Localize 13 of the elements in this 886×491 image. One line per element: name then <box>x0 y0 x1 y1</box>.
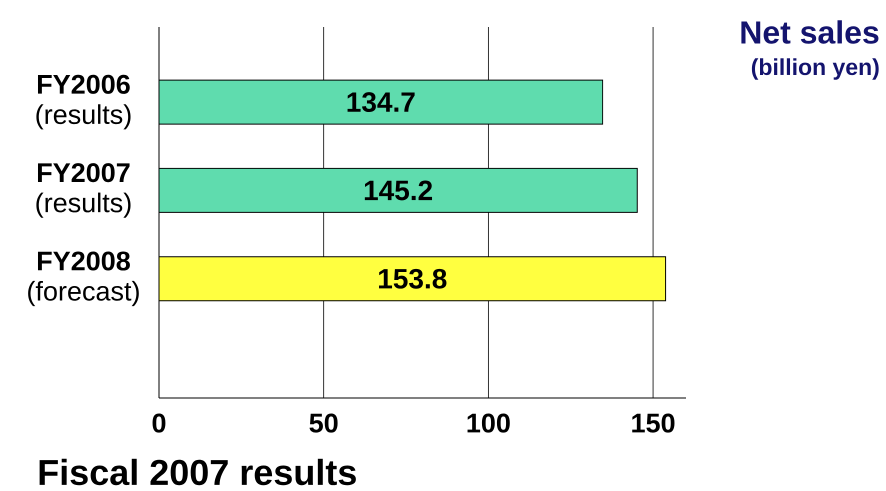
data-label: 134.7 <box>348 92 415 112</box>
text: (billion yen) <box>752 58 879 80</box>
x-tick-label: 0 <box>152 414 166 433</box>
text: Net sales <box>741 20 878 44</box>
data-label: 153.8 <box>379 268 446 289</box>
y-tick-label: FY2007 (results) <box>36 163 131 218</box>
x-tick-label: 100 <box>468 414 510 433</box>
x-tick-label: 150 <box>632 414 674 433</box>
data-label: 145.2 <box>364 180 432 200</box>
y-tick-label: FY2008 (forecast) <box>28 251 139 306</box>
y-tick-label: FY2006 (results) <box>36 74 131 130</box>
x-tick-label: 50 <box>310 414 338 433</box>
text: Fiscal 2007 results <box>40 458 356 486</box>
